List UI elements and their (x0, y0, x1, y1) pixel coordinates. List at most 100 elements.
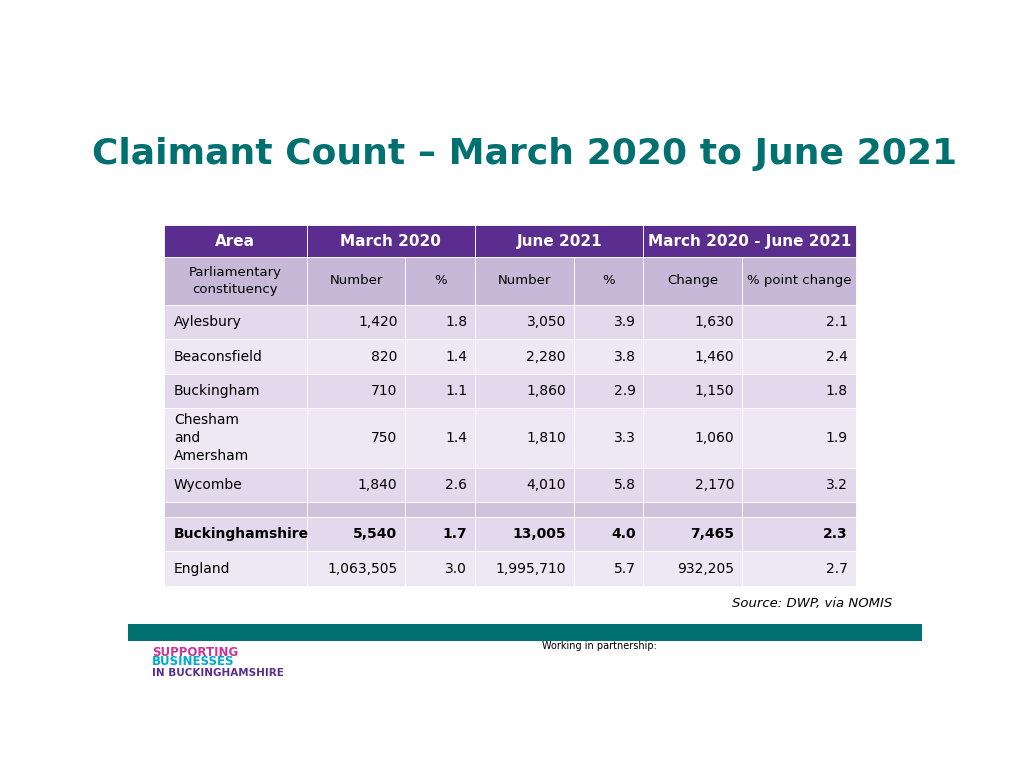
Text: 1.8: 1.8 (445, 315, 467, 329)
Text: 4,010: 4,010 (526, 478, 566, 492)
FancyBboxPatch shape (742, 468, 856, 502)
FancyBboxPatch shape (164, 502, 306, 517)
Text: Aylesbury: Aylesbury (174, 315, 242, 329)
FancyBboxPatch shape (742, 257, 856, 305)
FancyBboxPatch shape (406, 339, 475, 374)
FancyBboxPatch shape (573, 257, 643, 305)
FancyBboxPatch shape (306, 409, 406, 468)
Text: 3,050: 3,050 (526, 315, 566, 329)
Text: Wycombe: Wycombe (174, 478, 243, 492)
Text: England: England (174, 561, 230, 576)
Text: 1.9: 1.9 (826, 431, 848, 445)
Text: 932,205: 932,205 (678, 561, 734, 576)
FancyBboxPatch shape (643, 374, 742, 409)
Text: 750: 750 (372, 431, 397, 445)
Text: SUPPORTING: SUPPORTING (152, 646, 238, 659)
Text: Beaconsfield: Beaconsfield (174, 349, 263, 363)
FancyBboxPatch shape (643, 502, 742, 517)
FancyBboxPatch shape (164, 339, 306, 374)
FancyBboxPatch shape (573, 339, 643, 374)
FancyBboxPatch shape (643, 517, 742, 551)
FancyBboxPatch shape (643, 339, 742, 374)
Text: 3.8: 3.8 (613, 349, 636, 363)
Text: March 2020: March 2020 (340, 233, 441, 249)
Text: 3.9: 3.9 (613, 315, 636, 329)
FancyBboxPatch shape (406, 502, 475, 517)
FancyBboxPatch shape (573, 374, 643, 409)
Text: % point change: % point change (746, 274, 851, 287)
FancyBboxPatch shape (306, 551, 406, 586)
Text: 1,150: 1,150 (695, 384, 734, 398)
FancyBboxPatch shape (643, 468, 742, 502)
FancyBboxPatch shape (164, 257, 306, 305)
FancyBboxPatch shape (306, 517, 406, 551)
FancyBboxPatch shape (573, 409, 643, 468)
FancyBboxPatch shape (475, 502, 573, 517)
FancyBboxPatch shape (475, 257, 573, 305)
FancyBboxPatch shape (643, 225, 856, 257)
Text: 5.7: 5.7 (613, 561, 636, 576)
Text: %: % (434, 274, 446, 287)
Text: BUSINESSES: BUSINESSES (152, 655, 234, 668)
FancyBboxPatch shape (406, 551, 475, 586)
Text: Claimant Count – March 2020 to June 2021: Claimant Count – March 2020 to June 2021 (92, 137, 957, 171)
Text: 2,170: 2,170 (695, 478, 734, 492)
FancyBboxPatch shape (164, 374, 306, 409)
FancyBboxPatch shape (643, 551, 742, 586)
FancyBboxPatch shape (475, 339, 573, 374)
Text: 1.4: 1.4 (445, 349, 467, 363)
FancyBboxPatch shape (164, 305, 306, 339)
FancyBboxPatch shape (573, 502, 643, 517)
FancyBboxPatch shape (306, 339, 406, 374)
FancyBboxPatch shape (643, 409, 742, 468)
FancyBboxPatch shape (306, 225, 475, 257)
Text: 5,540: 5,540 (353, 527, 397, 541)
FancyBboxPatch shape (164, 517, 306, 551)
FancyBboxPatch shape (406, 257, 475, 305)
FancyBboxPatch shape (128, 641, 922, 684)
Text: 820: 820 (371, 349, 397, 363)
FancyBboxPatch shape (306, 257, 406, 305)
FancyBboxPatch shape (573, 517, 643, 551)
Text: 5.8: 5.8 (613, 478, 636, 492)
FancyBboxPatch shape (475, 305, 573, 339)
Text: 1.1: 1.1 (445, 384, 467, 398)
FancyBboxPatch shape (643, 257, 742, 305)
FancyBboxPatch shape (475, 468, 573, 502)
FancyBboxPatch shape (573, 551, 643, 586)
Text: 1,995,710: 1,995,710 (496, 561, 566, 576)
FancyBboxPatch shape (742, 517, 856, 551)
Text: 2.9: 2.9 (613, 384, 636, 398)
Text: 1,460: 1,460 (695, 349, 734, 363)
FancyBboxPatch shape (742, 305, 856, 339)
Text: 3.2: 3.2 (826, 478, 848, 492)
FancyBboxPatch shape (164, 551, 306, 586)
Text: 1.8: 1.8 (826, 384, 848, 398)
FancyBboxPatch shape (406, 374, 475, 409)
FancyBboxPatch shape (306, 502, 406, 517)
Text: Source: DWP, via NOMIS: Source: DWP, via NOMIS (732, 598, 892, 611)
Text: 2,280: 2,280 (526, 349, 566, 363)
Text: 13,005: 13,005 (512, 527, 566, 541)
FancyBboxPatch shape (306, 468, 406, 502)
Text: June 2021: June 2021 (516, 233, 602, 249)
FancyBboxPatch shape (475, 374, 573, 409)
FancyBboxPatch shape (742, 409, 856, 468)
Text: 710: 710 (371, 384, 397, 398)
Text: 7,465: 7,465 (690, 527, 734, 541)
FancyBboxPatch shape (164, 225, 306, 257)
Text: 2.3: 2.3 (823, 527, 848, 541)
FancyBboxPatch shape (475, 551, 573, 586)
FancyBboxPatch shape (573, 468, 643, 502)
FancyBboxPatch shape (406, 517, 475, 551)
FancyBboxPatch shape (306, 374, 406, 409)
Text: Chesham
and
Amersham: Chesham and Amersham (174, 413, 249, 463)
Text: 1.4: 1.4 (445, 431, 467, 445)
FancyBboxPatch shape (406, 305, 475, 339)
FancyBboxPatch shape (643, 305, 742, 339)
Text: 1,810: 1,810 (526, 431, 566, 445)
Text: 2.1: 2.1 (826, 315, 848, 329)
FancyBboxPatch shape (742, 551, 856, 586)
Text: 1,063,505: 1,063,505 (328, 561, 397, 576)
Text: 1,860: 1,860 (526, 384, 566, 398)
